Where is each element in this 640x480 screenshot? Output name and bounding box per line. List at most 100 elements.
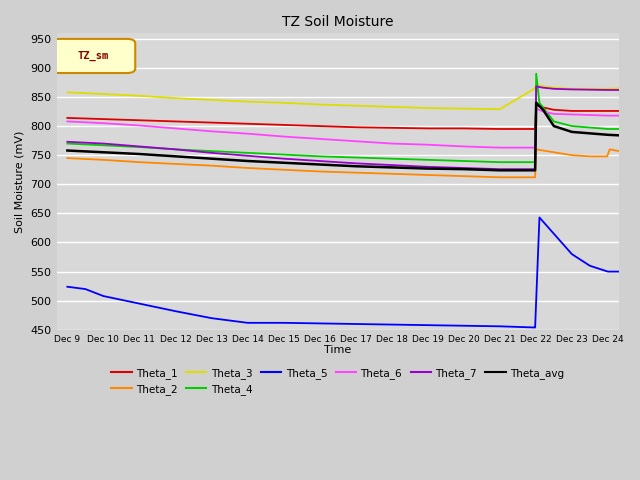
Theta_6 bbox=[531, 145, 539, 151]
Theta_6 bbox=[532, 106, 540, 111]
Theta_2 bbox=[424, 172, 431, 178]
Theta_6 bbox=[136, 122, 143, 128]
Theta_5 bbox=[316, 321, 323, 326]
Theta_5 bbox=[568, 251, 576, 257]
Theta_avg bbox=[568, 129, 576, 135]
Theta_2 bbox=[606, 146, 614, 152]
Theta_5 bbox=[352, 321, 360, 327]
Line: Theta_2: Theta_2 bbox=[67, 120, 640, 177]
Theta_2 bbox=[622, 149, 630, 155]
Theta_7 bbox=[604, 87, 612, 93]
Theta_5 bbox=[207, 315, 215, 321]
Theta_avg bbox=[352, 163, 360, 169]
Theta_1 bbox=[568, 108, 576, 114]
Theta_5 bbox=[136, 301, 143, 307]
Theta_1 bbox=[388, 125, 396, 131]
Theta_5 bbox=[100, 293, 108, 299]
Theta_4 bbox=[207, 148, 215, 154]
Theta_5 bbox=[531, 324, 539, 330]
Theta_avg bbox=[136, 151, 143, 157]
Theta_7 bbox=[388, 162, 396, 168]
Line: Theta_4: Theta_4 bbox=[67, 74, 640, 162]
Theta_avg bbox=[100, 149, 108, 155]
Theta_2 bbox=[280, 167, 287, 173]
Theta_2 bbox=[531, 174, 539, 180]
Theta_5 bbox=[550, 231, 557, 237]
Theta_avg bbox=[280, 160, 287, 166]
Theta_6 bbox=[244, 131, 252, 136]
Theta_7 bbox=[172, 146, 179, 152]
Theta_avg bbox=[550, 123, 557, 129]
Theta_5 bbox=[172, 308, 179, 314]
Theta_4 bbox=[496, 159, 504, 165]
Theta_4 bbox=[172, 146, 179, 152]
Text: TZ_sm: TZ_sm bbox=[77, 51, 109, 61]
Theta_5 bbox=[496, 324, 504, 329]
Theta_3 bbox=[550, 85, 557, 91]
Theta_2 bbox=[550, 149, 557, 155]
Theta_5 bbox=[586, 263, 594, 269]
Theta_1 bbox=[136, 118, 143, 123]
Theta_1 bbox=[244, 121, 252, 127]
Theta_1 bbox=[172, 119, 179, 124]
Theta_6 bbox=[424, 142, 431, 147]
Theta_avg bbox=[244, 158, 252, 164]
Theta_6 bbox=[316, 136, 323, 142]
Theta_4 bbox=[424, 157, 431, 163]
Theta_3 bbox=[532, 83, 540, 88]
Theta_avg bbox=[388, 165, 396, 170]
Theta_6 bbox=[280, 133, 287, 139]
Line: Theta_5: Theta_5 bbox=[67, 108, 640, 327]
Theta_5 bbox=[424, 322, 431, 328]
Theta_7 bbox=[280, 156, 287, 162]
Theta_7 bbox=[244, 153, 252, 159]
Theta_4 bbox=[316, 154, 323, 159]
Theta_avg bbox=[532, 100, 540, 106]
Theta_3 bbox=[244, 99, 252, 105]
Theta_1 bbox=[550, 107, 557, 113]
Theta_1 bbox=[316, 123, 323, 129]
Theta_7 bbox=[496, 166, 504, 172]
Theta_5 bbox=[388, 322, 396, 327]
Theta_5 bbox=[536, 215, 543, 220]
Theta_avg bbox=[540, 107, 547, 113]
Theta_7 bbox=[100, 141, 108, 146]
Theta_3 bbox=[63, 89, 71, 95]
Line: Theta_1: Theta_1 bbox=[67, 101, 640, 129]
Theta_3 bbox=[531, 85, 539, 91]
Theta_1 bbox=[604, 108, 611, 114]
Theta_4 bbox=[388, 156, 396, 162]
Theta_avg bbox=[460, 166, 468, 172]
Theta_3 bbox=[496, 106, 504, 112]
Theta_4 bbox=[531, 159, 539, 165]
Theta_2 bbox=[352, 170, 360, 176]
Theta_avg bbox=[172, 154, 179, 159]
Theta_4 bbox=[100, 143, 108, 148]
Theta_7 bbox=[568, 86, 576, 92]
Theta_avg bbox=[63, 148, 71, 154]
Theta_avg bbox=[207, 156, 215, 162]
Theta_4 bbox=[63, 141, 71, 146]
Theta_2 bbox=[532, 146, 540, 152]
Theta_avg bbox=[316, 162, 323, 168]
Theta_3 bbox=[172, 95, 179, 101]
Theta_6 bbox=[568, 111, 576, 117]
Theta_5 bbox=[531, 324, 539, 330]
Theta_7 bbox=[550, 86, 557, 92]
Theta_5 bbox=[460, 323, 468, 329]
Theta_6 bbox=[172, 126, 179, 132]
FancyBboxPatch shape bbox=[51, 39, 135, 73]
Theta_1 bbox=[424, 126, 431, 132]
Theta_4 bbox=[280, 152, 287, 157]
Theta_1 bbox=[531, 126, 539, 132]
Theta_2 bbox=[568, 152, 576, 158]
Theta_5 bbox=[244, 320, 252, 326]
Theta_2 bbox=[100, 157, 108, 163]
Theta_7 bbox=[531, 166, 539, 172]
Line: Theta_7: Theta_7 bbox=[67, 68, 640, 169]
Theta_2 bbox=[604, 154, 611, 159]
Theta_5 bbox=[81, 286, 89, 292]
Theta_3 bbox=[100, 91, 108, 97]
Theta_7 bbox=[316, 158, 323, 164]
Theta_avg bbox=[604, 132, 612, 138]
